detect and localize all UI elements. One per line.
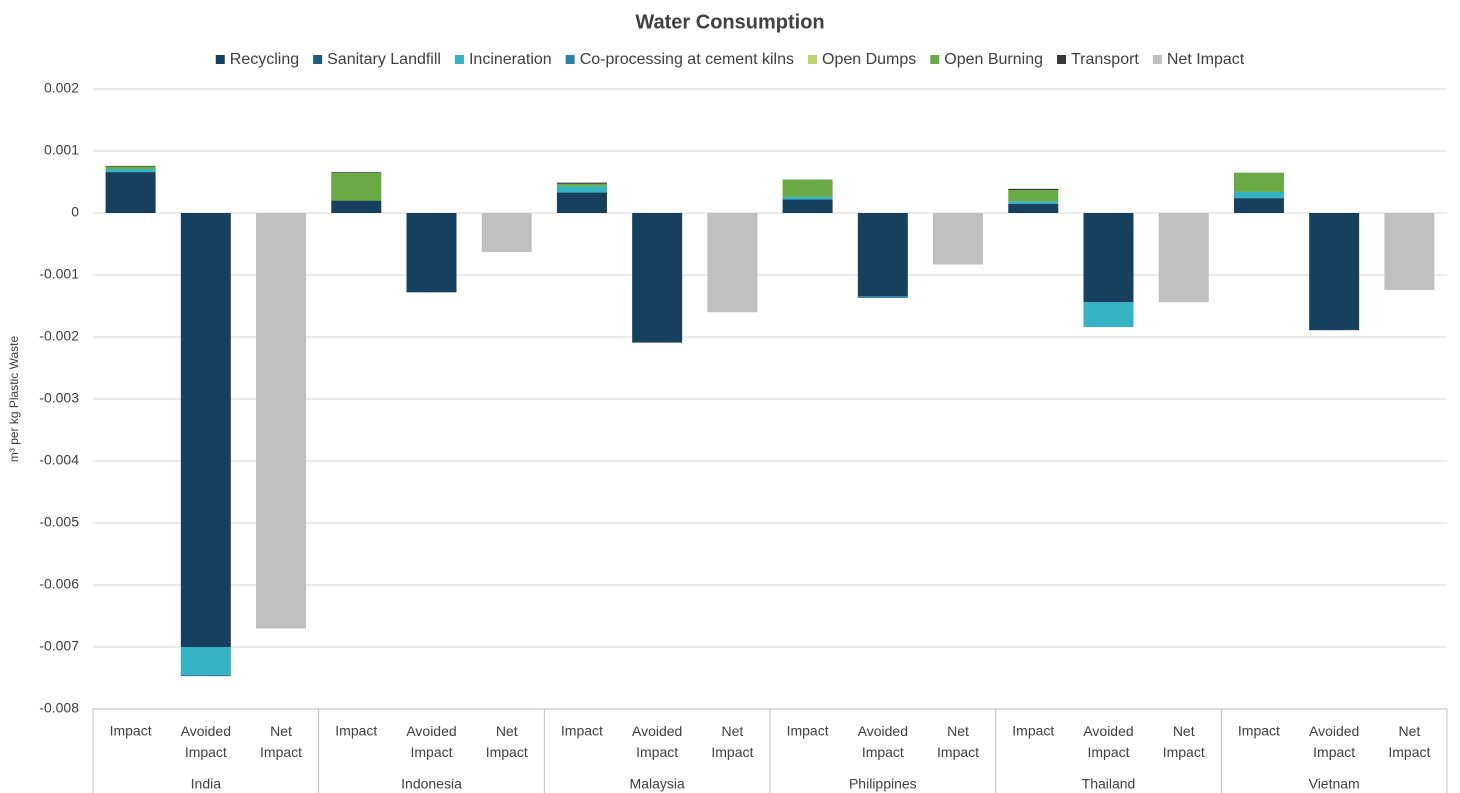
bar-segment: [556, 182, 607, 184]
bar-segment: [857, 296, 908, 298]
legend-label: Co-processing at cement kilns: [580, 51, 794, 68]
y-tick-label: 0.001: [44, 142, 79, 158]
bar-segment: [933, 213, 984, 265]
x-tick-label: Impact: [110, 723, 152, 739]
x-tick-label: Impact: [1238, 723, 1280, 739]
x-tick-label: Avoided Impact: [1083, 723, 1133, 760]
bar-segment: [256, 213, 307, 629]
legend-label: Sanitary Landfill: [327, 51, 441, 68]
x-tick-label: Avoided Impact: [858, 723, 908, 760]
y-tick-label: -0.003: [39, 390, 79, 406]
y-tick-label: -0.007: [39, 638, 79, 654]
x-tick-label: Impact: [335, 723, 377, 739]
y-tick-label: -0.005: [39, 514, 79, 530]
bar-segment: [782, 196, 833, 200]
y-tick-label: -0.001: [39, 266, 79, 282]
bar-segment: [1083, 302, 1134, 328]
bar-segment: [481, 213, 532, 253]
bar-segment: [1008, 188, 1059, 191]
x-tick-label: Net Impact: [937, 723, 979, 760]
bar-segment: [180, 213, 231, 647]
group-label: Thailand: [1082, 776, 1136, 792]
legend: Recycling Sanitary Landfill Incineration Co…: [215, 51, 1245, 68]
group-label: India: [191, 776, 222, 792]
y-axis-title: m³ per kg Plastic Waste: [7, 336, 21, 463]
x-tick-label: Net Impact: [1388, 723, 1430, 760]
legend-label: Net Impact: [1167, 51, 1245, 68]
bar-segment: [1008, 201, 1059, 204]
bar-segment: [1158, 213, 1209, 303]
bar-segment: [105, 166, 156, 169]
x-tick-label: Net Impact: [486, 723, 528, 760]
bar-segment: [782, 179, 833, 197]
legend-swatch: [1057, 55, 1066, 64]
y-tick-label: 0: [71, 204, 79, 220]
legend-swatch: [454, 55, 464, 64]
y-tick-label: -0.002: [39, 328, 79, 344]
x-tick-label: Net Impact: [711, 723, 753, 760]
y-tick-label: -0.006: [39, 576, 79, 592]
bar-segment: [1233, 172, 1284, 192]
bar-segment: [556, 183, 607, 187]
legend-swatch: [313, 55, 323, 64]
bar-segment: [707, 213, 758, 313]
legend-swatch: [565, 55, 575, 64]
bar-segment: [1384, 213, 1435, 290]
group-label: Philippines: [849, 776, 917, 792]
x-tick-label: Avoided Impact: [1309, 723, 1359, 760]
bar-segment: [331, 200, 382, 213]
group-label: Indonesia: [401, 776, 462, 792]
legend-swatch: [930, 55, 940, 64]
bar-segment: [1008, 203, 1059, 213]
bar-segment: [331, 172, 382, 173]
bar-segment: [556, 186, 607, 193]
x-tick-label: Impact: [1012, 723, 1054, 739]
bar-segment: [105, 165, 156, 167]
legend-label: Incineration: [469, 51, 552, 68]
legend-label: Open Burning: [944, 51, 1043, 68]
bar-segment: [1233, 198, 1284, 213]
bar-segment: [331, 172, 382, 201]
bar-segment: [180, 674, 231, 677]
bar-segment: [556, 192, 607, 213]
legend-swatch: [1152, 55, 1162, 64]
group-label: Vietnam: [1309, 776, 1360, 792]
x-tick-label: Net Impact: [1163, 723, 1205, 760]
y-tick-label: -0.004: [39, 452, 79, 468]
bar-segment: [180, 647, 231, 675]
x-tick-label: Avoided Impact: [632, 723, 682, 760]
x-tick-label: Avoided Impact: [406, 723, 456, 760]
x-tick-label: Net Impact: [260, 723, 302, 760]
x-tick-label: Impact: [561, 723, 603, 739]
legend-label: Recycling: [230, 51, 299, 68]
legend-label: Open Dumps: [822, 51, 916, 68]
bar-segment: [1008, 190, 1059, 202]
legend-swatch: [215, 55, 225, 64]
bar-segment: [632, 213, 683, 343]
y-tick-label: -0.008: [39, 700, 79, 716]
legend-label: Transport: [1071, 51, 1139, 68]
bar-segment: [1083, 213, 1134, 303]
bar-segment: [857, 213, 908, 297]
y-tick-label: 0.002: [44, 80, 79, 96]
bar-segment: [406, 213, 457, 293]
bar-segment: [1309, 213, 1360, 331]
chart-title: Water Consumption: [635, 11, 824, 33]
group-label: Malaysia: [630, 776, 685, 792]
bar-segment: [105, 172, 156, 213]
bar-segment: [105, 168, 156, 173]
x-tick-label: Avoided Impact: [181, 723, 231, 760]
bar-segment: [782, 199, 833, 213]
bar-segment: [1233, 191, 1284, 199]
legend-swatch: [808, 55, 817, 64]
x-tick-label: Impact: [787, 723, 829, 739]
